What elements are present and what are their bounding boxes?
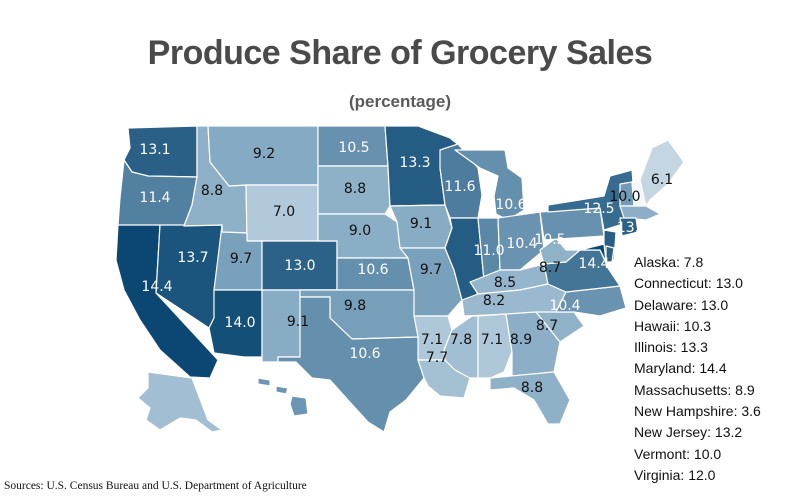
state-value-label: 11.6: [444, 179, 475, 195]
state-de: [605, 245, 615, 263]
callout-item: Delaware: 13.0: [634, 296, 729, 313]
state-tx: [277, 296, 425, 433]
state-value-label: 7.0: [273, 204, 295, 220]
callout-item: Maryland: 14.4: [634, 360, 727, 377]
state-sd: [317, 165, 391, 215]
state-value-label: 10.6: [495, 197, 526, 213]
state-value-label: 10.4: [506, 236, 537, 252]
state-value-label: 13.7: [177, 250, 208, 266]
state-value-label: 8.8: [521, 380, 543, 396]
state-value-label: 6.1: [651, 172, 673, 188]
callout-item: Virginia: 12.0: [634, 466, 716, 483]
state-me: [639, 139, 685, 207]
state-value-label: 8.7: [539, 260, 561, 276]
state-ms: [443, 315, 479, 379]
state-value-label: 8.8: [344, 181, 366, 197]
state-value-label: 10.5: [338, 140, 369, 156]
state-value-label: 10.6: [357, 262, 388, 278]
callout-item: Illinois: 13.3: [634, 339, 708, 356]
state-value-label: 9.8: [344, 298, 366, 314]
state-value-label: 9.1: [410, 216, 432, 232]
state-value-label: 13.1: [139, 142, 170, 158]
state-value-label: 7.1: [421, 332, 443, 348]
state-ak: [137, 371, 223, 433]
state-value-label: 8.7: [536, 318, 558, 334]
state-value-label: 14.4: [578, 256, 609, 272]
callout-item: Massachusetts: 8.9: [634, 381, 755, 398]
state-value-label: 9.7: [420, 262, 442, 278]
state-value-label: 9.2: [253, 146, 275, 162]
state-value-label: 8.8: [201, 183, 223, 199]
callout-item: Vermont: 10.0: [634, 445, 722, 462]
map-subtitle: (percentage): [348, 92, 452, 111]
state-value-label: 13.0: [284, 258, 315, 274]
state-fl: [489, 371, 571, 425]
state-value-label: 8.2: [483, 293, 505, 309]
callout-item: Connecticut: 13.0: [634, 275, 743, 292]
state-value-label: 14.4: [141, 279, 172, 295]
callout-item: Alaska: 7.8: [634, 254, 704, 270]
state-value-label: 13.3: [399, 155, 430, 171]
state-value-label: 10.4: [549, 298, 580, 314]
state-value-label: 10.5: [534, 232, 565, 248]
state-ct: [619, 217, 639, 237]
state-value-label: 7.7: [426, 350, 448, 366]
callout-item: New Hampshire: 3.6: [634, 403, 761, 420]
state-value-label: 11.4: [139, 190, 170, 206]
state-value-label: 9.0: [349, 223, 371, 239]
state-value-label: 7.1: [481, 332, 503, 348]
state-value-label: 9.7: [230, 251, 252, 267]
state-value-label: 11.0: [473, 243, 504, 259]
callout-item: New Jersey: 13.2: [634, 424, 743, 441]
state-value-label: 10.6: [349, 346, 380, 362]
state-value-label: 14.0: [224, 315, 255, 331]
source-note: Sources: U.S. Census Bureau and U.S. Dep…: [4, 480, 307, 492]
state-value-label: 9.1: [287, 314, 309, 330]
callout-list: Alaska: 7.8 Connecticut: 13.0 Delaware: …: [634, 252, 761, 486]
state-value-label: 8.9: [510, 332, 532, 348]
state-value-label: 8.5: [494, 275, 516, 291]
state-hi: [257, 377, 309, 417]
callout-item: Hawaii: 10.3: [634, 317, 712, 334]
state-value-label: 10.0: [609, 189, 640, 205]
state-value-label: 12.5: [583, 201, 614, 217]
state-oh: [497, 211, 545, 271]
state-ma: [619, 205, 661, 221]
map-title: Produce Share of Grocery Sales: [147, 34, 653, 72]
state-value-label: 13.: [617, 220, 639, 236]
state-value-label: 7.8: [450, 332, 472, 348]
